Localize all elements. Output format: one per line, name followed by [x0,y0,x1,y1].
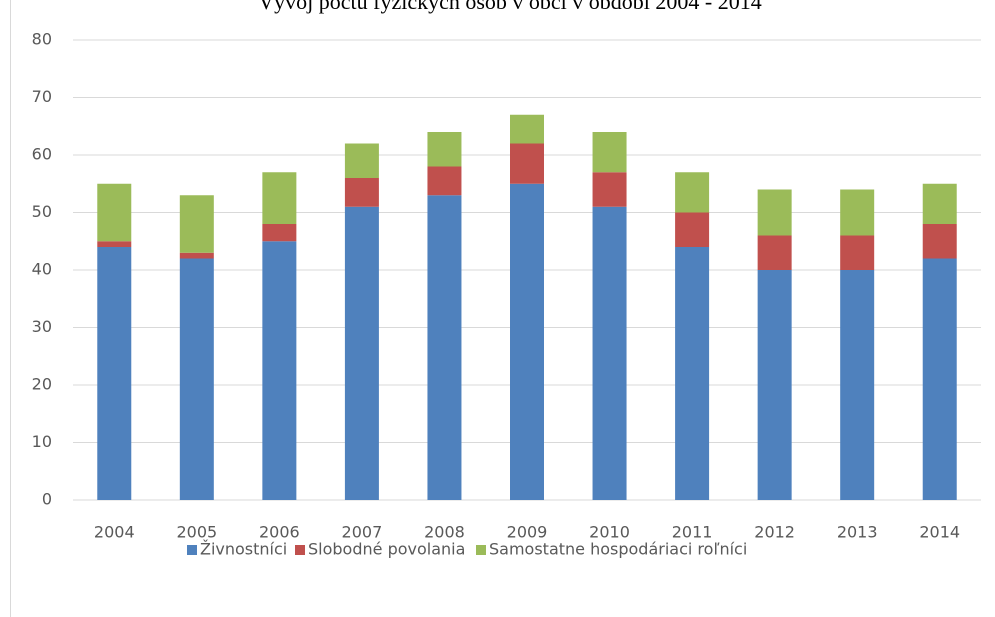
chart-title: Vývoj počtu fyzických osôb v obci v obdo… [258,0,762,14]
y-tick-label: 30 [32,317,52,336]
legend-swatch [476,545,486,555]
y-tick-label: 70 [32,87,52,106]
bar-segment [922,258,957,500]
bar-segment [510,143,544,184]
y-tick-label: 50 [32,202,52,221]
bar-segment [922,224,957,259]
legend-label: Samostatne hospodáriaci roľníci [489,540,747,559]
bar-segment [262,172,297,224]
bar-segment [427,132,462,167]
bar-segment [675,247,710,500]
x-tick-label: 2005 [176,523,217,542]
bar-segment [427,195,462,500]
legend-label: Živnostníci [200,540,287,559]
x-tick-label: 2013 [837,523,878,542]
legend-swatch [187,545,197,555]
bar-segment [179,258,214,500]
legend-swatch [295,545,305,555]
x-tick-label: 2009 [507,523,548,542]
bar-segment [757,270,792,500]
bar-segment [510,183,544,500]
bar-segment [97,241,132,247]
bar-segment [757,235,792,270]
y-tick-label: 80 [32,30,52,49]
bar-segment [344,178,379,207]
x-tick-label: 2014 [919,523,960,542]
x-tick-label: 2004 [94,523,135,542]
y-tick-label: 40 [32,260,52,279]
bar-segment [757,189,792,236]
bar-segment [840,235,875,270]
bar-segment [97,183,132,242]
x-tick-label: 2011 [672,523,713,542]
bar-segment [179,195,214,253]
bar-segment [262,224,297,242]
x-tick-label: 2006 [259,523,300,542]
bar-segment [510,114,544,144]
bar-segment [840,189,875,236]
bar-segment [344,206,379,500]
y-tick-label: 60 [32,145,52,164]
bar-segment [675,212,710,247]
bar-segment [427,166,462,196]
bar-segment [840,270,875,500]
x-tick-label: 2008 [424,523,465,542]
y-tick-label: 10 [32,432,52,451]
bar-segment [592,172,627,207]
y-tick-label: 0 [42,490,52,509]
x-tick-label: 2012 [754,523,795,542]
bar-segment [97,247,132,500]
bar-segment [592,132,627,173]
bar-segment [922,183,957,224]
bar-segment [675,172,710,213]
bar-segment [262,241,297,500]
bar-segment [344,143,379,178]
y-tick-label: 20 [32,375,52,394]
x-tick-label: 2007 [342,523,383,542]
x-tick-label: 2010 [589,523,630,542]
bar-segment [592,206,627,500]
legend-label: Slobodné povolania [308,540,465,559]
bar-segment [179,252,214,259]
